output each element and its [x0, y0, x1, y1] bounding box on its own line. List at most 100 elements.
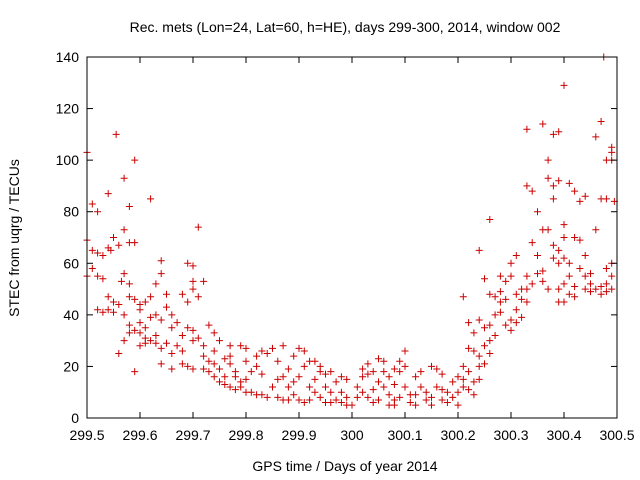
data-point	[396, 368, 404, 376]
data-point	[173, 319, 181, 327]
data-point	[131, 295, 139, 303]
data-point	[560, 81, 568, 89]
data-point	[332, 396, 340, 404]
data-point	[316, 362, 324, 370]
data-point	[99, 252, 107, 260]
data-point	[125, 329, 133, 337]
data-point	[502, 321, 510, 329]
data-point	[263, 350, 271, 358]
x-tick-label: 299.8	[228, 427, 263, 443]
data-point	[290, 391, 298, 399]
data-point	[528, 187, 536, 195]
data-point	[359, 388, 367, 396]
data-point	[592, 285, 600, 293]
data-point	[322, 370, 329, 378]
data-point	[168, 350, 176, 358]
data-point	[443, 399, 451, 407]
data-point	[88, 246, 96, 254]
data-point	[258, 370, 266, 378]
data-point	[306, 383, 314, 391]
y-tick-label: 40	[63, 307, 79, 323]
data-point	[581, 192, 589, 200]
data-point	[125, 239, 133, 247]
data-point	[597, 282, 605, 290]
data-point	[306, 396, 314, 404]
data-point	[242, 344, 250, 352]
data-point	[555, 285, 563, 293]
data-point	[459, 293, 467, 301]
data-point	[216, 365, 223, 373]
data-point	[110, 234, 117, 241]
data-point	[279, 373, 287, 381]
data-point	[117, 277, 125, 285]
data-point	[608, 272, 616, 280]
data-point	[332, 378, 340, 386]
data-point	[369, 386, 377, 394]
data-point	[115, 301, 123, 309]
data-point	[507, 272, 515, 280]
data-point	[555, 259, 563, 267]
data-point	[237, 383, 245, 391]
data-point	[337, 399, 345, 407]
data-point	[481, 275, 488, 283]
data-point	[205, 368, 213, 376]
data-point	[486, 290, 494, 298]
data-point	[141, 324, 149, 332]
data-point	[178, 290, 186, 298]
data-point	[475, 246, 483, 254]
data-point	[311, 357, 319, 365]
data-point	[422, 388, 430, 396]
data-point	[311, 375, 319, 383]
data-point	[226, 342, 234, 350]
data-point	[364, 360, 372, 368]
data-point	[412, 391, 420, 399]
data-point	[449, 378, 457, 386]
data-point	[152, 339, 160, 347]
data-point	[157, 360, 165, 368]
data-point	[284, 383, 292, 391]
data-point	[88, 264, 96, 272]
data-point	[528, 239, 536, 247]
data-point	[555, 177, 563, 185]
data-point	[258, 347, 266, 355]
data-point	[390, 401, 398, 409]
data-point	[205, 357, 213, 365]
data-point	[125, 321, 133, 329]
data-point	[465, 368, 473, 376]
data-point	[534, 208, 541, 216]
data-point	[534, 270, 541, 278]
data-point	[163, 290, 170, 298]
y-tick-label: 140	[56, 49, 80, 65]
data-point	[459, 383, 467, 391]
data-point	[396, 357, 404, 365]
data-point	[104, 293, 112, 301]
data-point	[597, 195, 605, 203]
data-point	[412, 373, 420, 381]
data-point	[417, 368, 425, 376]
data-point	[364, 393, 372, 401]
data-point	[565, 272, 573, 280]
data-point	[99, 308, 107, 316]
data-point	[523, 125, 531, 133]
data-point	[571, 282, 579, 290]
data-point	[94, 208, 102, 216]
data-point	[390, 365, 398, 373]
data-point	[380, 357, 388, 365]
data-point	[539, 120, 547, 128]
data-point	[242, 357, 250, 365]
data-point	[555, 246, 563, 254]
data-point	[539, 277, 547, 285]
data-point	[152, 331, 160, 339]
data-point	[226, 383, 234, 391]
data-point	[486, 215, 494, 223]
data-point	[120, 174, 128, 182]
data-point	[94, 272, 102, 280]
data-point	[343, 375, 351, 383]
data-point	[189, 285, 197, 293]
data-point	[576, 264, 584, 272]
data-point	[470, 329, 478, 337]
data-point	[189, 262, 197, 270]
data-point	[385, 391, 393, 399]
data-point	[168, 365, 176, 373]
data-point	[274, 393, 282, 401]
